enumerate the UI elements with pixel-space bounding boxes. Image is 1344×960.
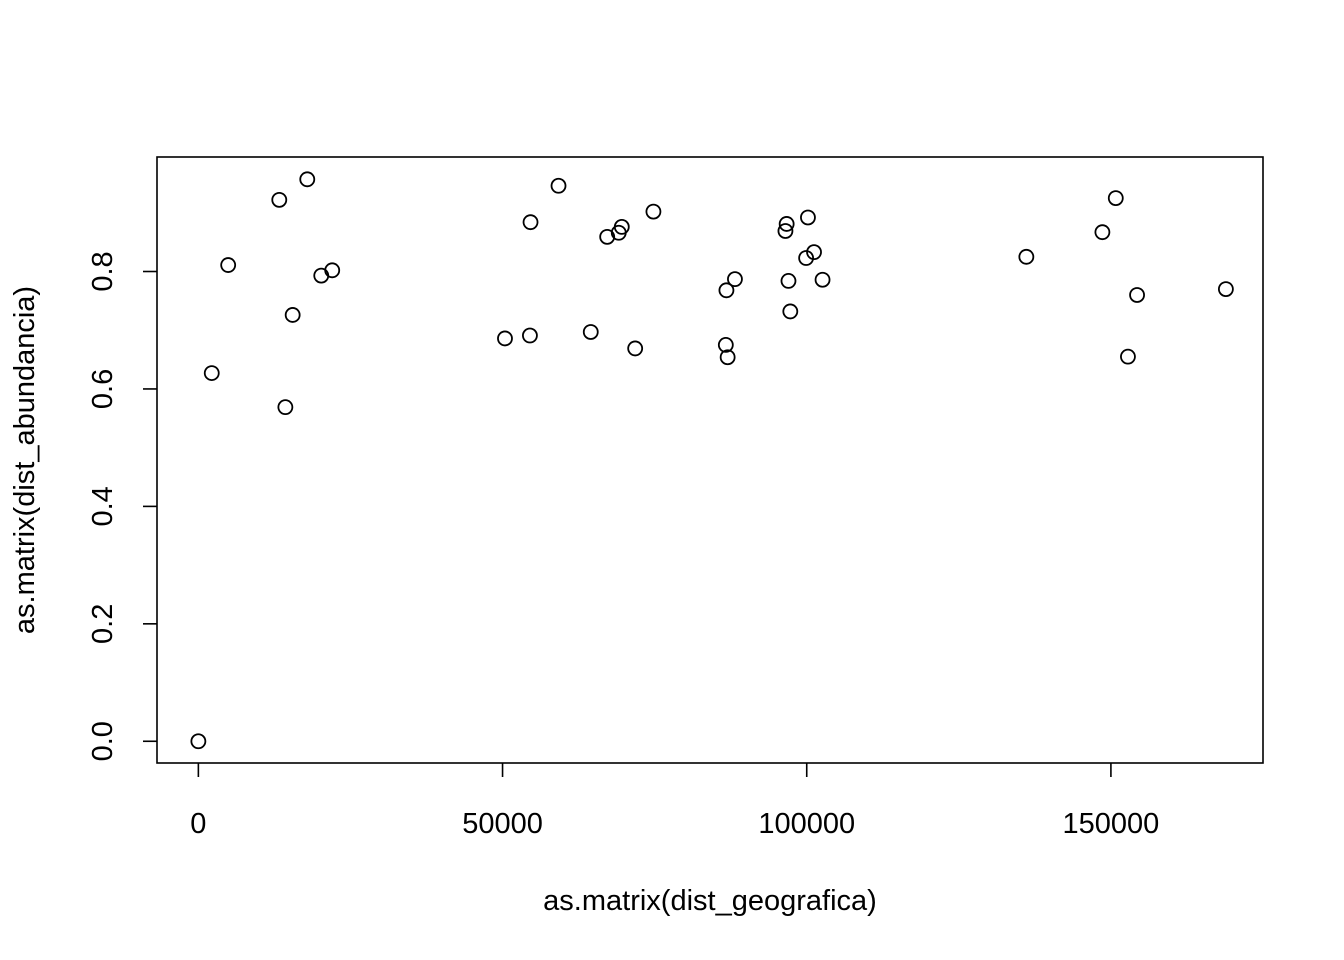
data-point xyxy=(1018,248,1035,265)
data-point xyxy=(800,209,816,226)
data-point xyxy=(719,349,736,366)
x-axis-label: as.matrix(dist_geografica) xyxy=(543,885,877,917)
y-tick-label: 0.6 xyxy=(87,369,119,409)
data-point xyxy=(299,171,316,188)
data-point xyxy=(727,271,743,288)
data-point xyxy=(1129,287,1145,303)
x-axis: 0 50000 100000 150000 xyxy=(190,763,1159,840)
data-point xyxy=(780,273,797,289)
data-point xyxy=(718,282,735,299)
data-point xyxy=(778,216,795,232)
data-point xyxy=(1094,224,1111,241)
y-axis: 0.0 0.2 0.4 0.6 0.8 xyxy=(87,251,157,761)
x-tick-label: 50000 xyxy=(462,808,543,840)
data-point xyxy=(613,218,630,235)
data-point xyxy=(324,262,341,279)
data-point xyxy=(777,223,794,239)
data-point xyxy=(190,733,207,750)
data-point xyxy=(203,365,220,381)
data-point xyxy=(782,303,799,320)
data-point xyxy=(271,191,288,208)
data-point xyxy=(277,399,294,416)
y-tick-label: 0.2 xyxy=(87,604,119,644)
data-point xyxy=(582,324,599,340)
data-point xyxy=(814,271,831,288)
data-point xyxy=(1120,348,1136,365)
data-point xyxy=(645,203,662,220)
data-point xyxy=(550,177,567,194)
data-point xyxy=(313,267,330,284)
data-point xyxy=(284,307,301,323)
y-tick-label: 0.4 xyxy=(87,486,119,526)
data-points xyxy=(190,171,1234,750)
plot-frame xyxy=(156,156,1264,764)
data-point xyxy=(806,244,822,261)
data-point xyxy=(1107,190,1124,207)
data-point xyxy=(497,330,513,347)
y-tick-label: 0.8 xyxy=(87,251,119,291)
data-point xyxy=(522,214,539,231)
x-tick-label: 100000 xyxy=(758,808,855,840)
data-point xyxy=(627,340,644,357)
data-point xyxy=(522,327,538,344)
data-point xyxy=(1217,281,1234,298)
data-point xyxy=(717,337,734,353)
y-axis-label: as.matrix(dist_abundancia) xyxy=(9,286,41,634)
data-point xyxy=(220,257,237,273)
x-tick-label: 0 xyxy=(190,808,206,840)
x-tick-label: 150000 xyxy=(1063,808,1160,840)
y-tick-label: 0.0 xyxy=(87,721,119,761)
data-point xyxy=(798,250,815,266)
